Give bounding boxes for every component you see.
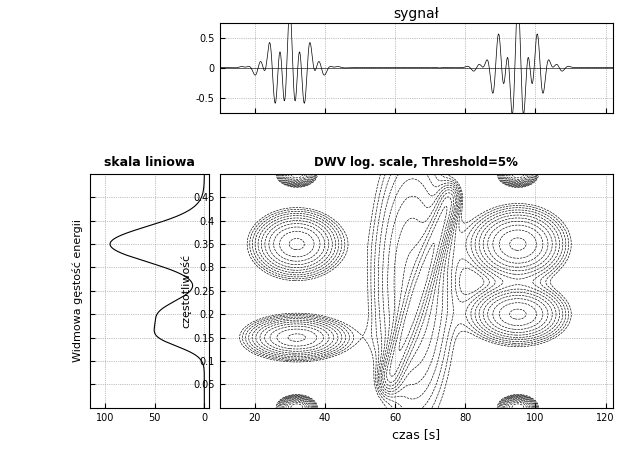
X-axis label: czas [s]: czas [s] bbox=[392, 428, 440, 441]
Y-axis label: Widmowa gęstość energii: Widmowa gęstość energii bbox=[72, 219, 83, 362]
Y-axis label: częstotliwość: częstotliwość bbox=[180, 254, 192, 328]
Text: skala liniowa: skala liniowa bbox=[104, 156, 195, 169]
Title: DWV log. scale, Threshold=5%: DWV log. scale, Threshold=5% bbox=[314, 156, 518, 169]
Title: sygnał: sygnał bbox=[393, 8, 439, 21]
